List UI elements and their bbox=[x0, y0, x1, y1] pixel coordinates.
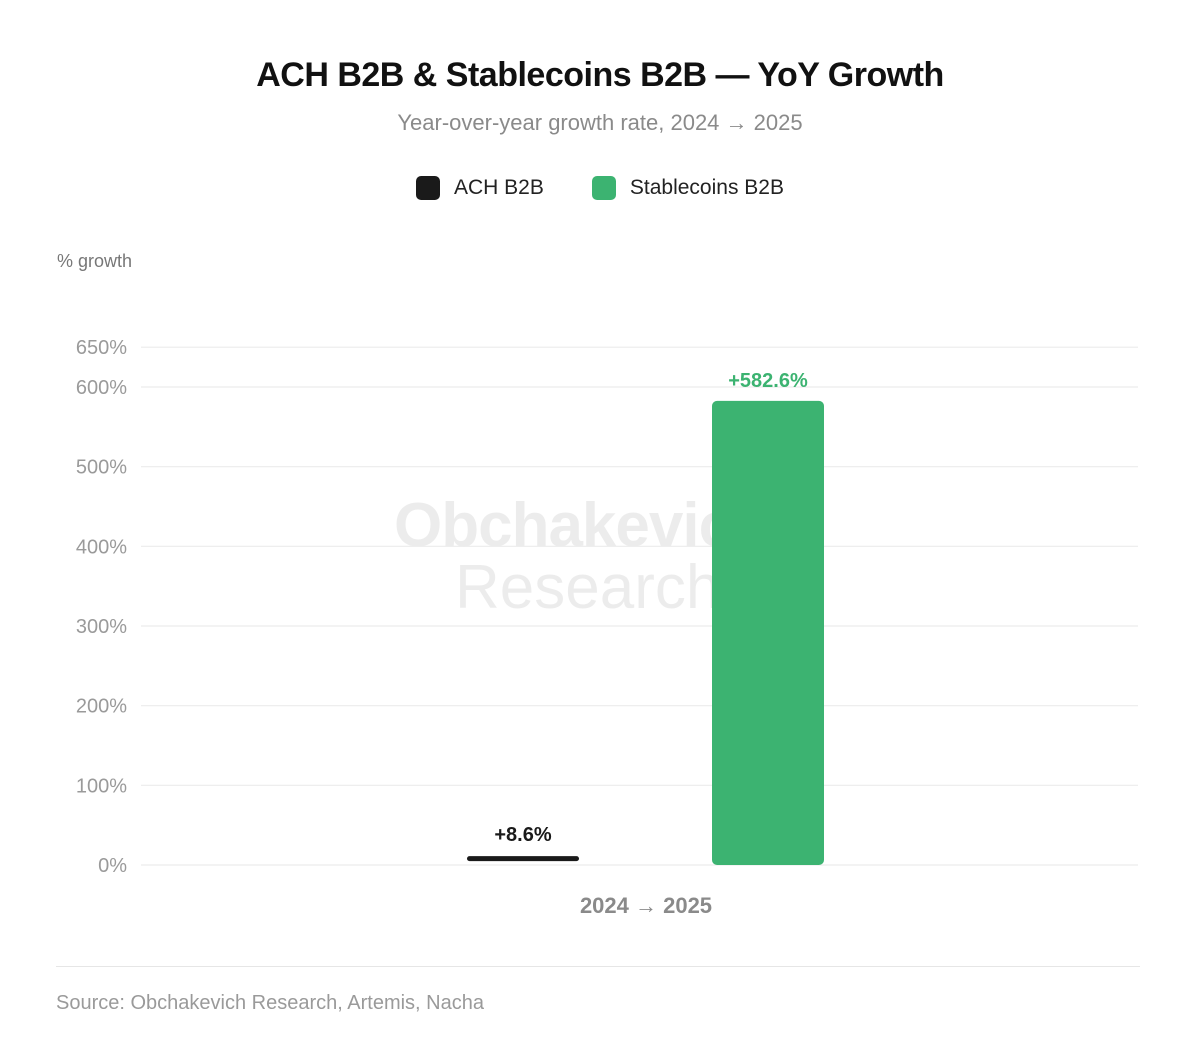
y-tick-label-200: 200% bbox=[76, 696, 127, 718]
legend-item-ach-b2b: ACH B2B bbox=[416, 176, 544, 200]
footer-divider bbox=[56, 966, 1140, 967]
y-tick-label-600: 600% bbox=[76, 377, 127, 399]
y-tick-label-500: 500% bbox=[76, 457, 127, 479]
data-label-ach-b2b: +8.6% bbox=[494, 824, 551, 846]
x-tick-label: 2024 → 2025 bbox=[580, 893, 712, 918]
y-tick-label-300: 300% bbox=[76, 616, 127, 638]
bar-ach-b2b bbox=[467, 856, 579, 862]
data-label-stablecoins-b2b: +582.6% bbox=[728, 370, 808, 392]
legend-swatch-ach-b2b bbox=[416, 176, 440, 200]
legend: ACH B2B Stablecoins B2B bbox=[0, 176, 1200, 200]
legend-label-stablecoins-b2b: Stablecoins B2B bbox=[629, 176, 784, 199]
y-tick-label-100: 100% bbox=[76, 775, 127, 797]
legend-swatch-stablecoins-b2b bbox=[591, 176, 616, 200]
y-tick-label-400: 400% bbox=[76, 536, 127, 558]
watermark-line-1: Obchakevich bbox=[394, 491, 770, 560]
chart-subtitle: Year-over-year growth rate, 2024 → 2025 bbox=[397, 110, 803, 135]
source-note: Source: Obchakevich Research, Artemis, N… bbox=[56, 992, 484, 1014]
watermark-line-2: Research bbox=[455, 553, 721, 622]
y-tick-label-650: 650% bbox=[76, 337, 127, 359]
y-axis-label: % growth bbox=[57, 251, 133, 271]
legend-label-ach-b2b: ACH B2B bbox=[454, 176, 544, 199]
bar-stablecoins-b2b bbox=[712, 400, 824, 865]
y-tick-label-0: 0% bbox=[98, 855, 127, 877]
legend-item-stablecoins-b2b: Stablecoins B2B bbox=[591, 176, 784, 200]
chart-title: ACH B2B & Stablecoins B2B — YoY Growth bbox=[256, 56, 944, 94]
